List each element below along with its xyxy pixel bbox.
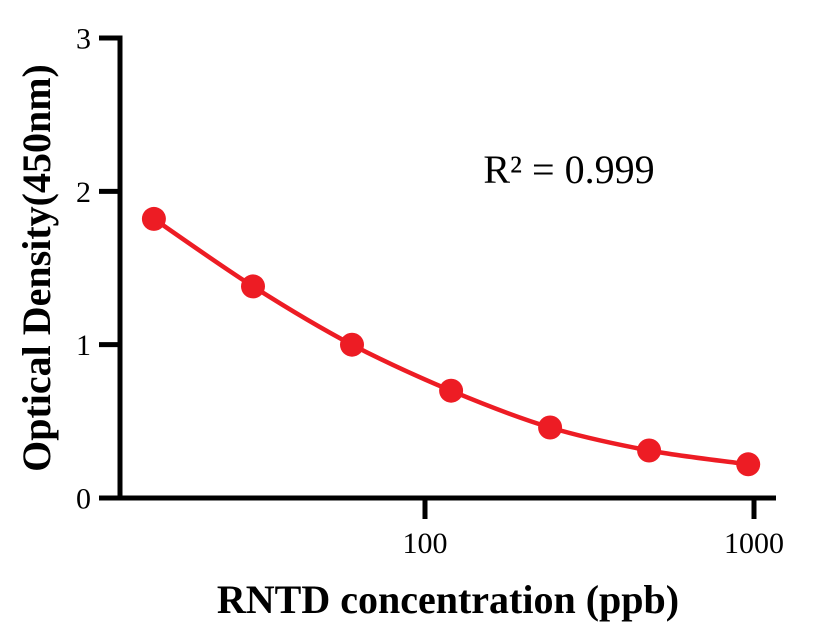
x-tick-label: 100 [403, 527, 448, 560]
data-point-marker [439, 378, 464, 403]
y-tick-label: 0 [76, 483, 91, 516]
data-curve [151, 216, 751, 467]
data-point-marker [538, 415, 563, 440]
data-point-marker [340, 332, 364, 357]
y-tick-label: 2 [76, 176, 91, 209]
data-point-marker [141, 206, 166, 231]
r-squared-annotation: R² = 0.999 [483, 147, 654, 192]
data-point-marker [241, 274, 265, 299]
y-axis-ticks: 0 1 2 3 [76, 23, 123, 516]
x-axis-ticks: 100 1000 [403, 498, 784, 560]
y-tick-label: 1 [76, 329, 91, 362]
x-axis-label: RNTD concentration (ppb) [217, 577, 679, 622]
data-point-marker [736, 452, 761, 477]
data-points [141, 206, 761, 477]
x-tick-label: 1000 [724, 527, 784, 560]
axes [99, 38, 776, 501]
data-point-marker [637, 438, 662, 463]
y-axis-label: Optical Density(450nm) [14, 64, 59, 472]
y-tick-label: 3 [76, 23, 91, 56]
